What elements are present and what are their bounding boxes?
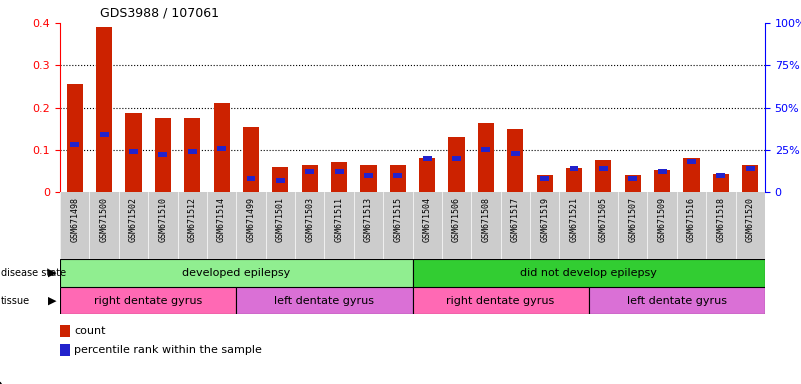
Bar: [243, 127, 259, 192]
Bar: [96, 27, 112, 192]
Text: did not develop epilepsy: did not develop epilepsy: [521, 268, 657, 278]
Text: GSM671520: GSM671520: [746, 197, 755, 242]
Text: GSM671510: GSM671510: [159, 197, 167, 242]
Bar: [746, 166, 755, 171]
Bar: [658, 169, 666, 174]
Text: GSM671498: GSM671498: [70, 197, 79, 242]
Text: GSM671512: GSM671512: [187, 197, 197, 242]
Bar: [481, 147, 490, 152]
Bar: [247, 176, 256, 181]
Text: GSM671508: GSM671508: [481, 197, 490, 242]
Bar: [236, 287, 413, 314]
Bar: [305, 169, 314, 174]
Bar: [302, 165, 318, 192]
Text: GSM671511: GSM671511: [335, 197, 344, 242]
Bar: [390, 165, 406, 192]
Bar: [625, 175, 641, 192]
Text: GSM671507: GSM671507: [628, 197, 638, 242]
Bar: [540, 176, 549, 181]
Bar: [331, 162, 347, 192]
Bar: [654, 170, 670, 192]
Text: GSM671509: GSM671509: [658, 197, 666, 242]
Text: right dentate gyrus: right dentate gyrus: [446, 296, 555, 306]
Bar: [589, 287, 765, 314]
Bar: [537, 175, 553, 192]
Bar: [595, 161, 611, 192]
Bar: [716, 172, 726, 178]
Text: GSM671513: GSM671513: [364, 197, 373, 242]
Bar: [99, 132, 109, 137]
Bar: [364, 172, 373, 178]
Text: GSM671505: GSM671505: [599, 197, 608, 242]
Bar: [217, 146, 226, 151]
Text: GSM671521: GSM671521: [570, 197, 578, 242]
Text: GSM671519: GSM671519: [540, 197, 549, 242]
Bar: [743, 165, 759, 192]
Text: GDS3988 / 107061: GDS3988 / 107061: [100, 6, 219, 19]
Text: disease state: disease state: [1, 268, 66, 278]
Bar: [393, 172, 402, 178]
Bar: [70, 142, 79, 147]
Bar: [272, 167, 288, 192]
Text: ▶: ▶: [48, 296, 57, 306]
Bar: [452, 156, 461, 161]
Bar: [478, 123, 494, 192]
Bar: [413, 259, 765, 287]
Bar: [413, 287, 589, 314]
Text: GSM671500: GSM671500: [99, 197, 109, 242]
Text: GSM671506: GSM671506: [452, 197, 461, 242]
Text: GSM671517: GSM671517: [511, 197, 520, 242]
Bar: [683, 158, 699, 192]
Bar: [360, 165, 376, 192]
Text: ▶: ▶: [48, 268, 57, 278]
Bar: [66, 84, 83, 192]
Bar: [214, 103, 230, 192]
Text: left dentate gyrus: left dentate gyrus: [627, 296, 727, 306]
Bar: [129, 149, 138, 154]
Bar: [60, 344, 70, 356]
Text: GSM671504: GSM671504: [423, 197, 432, 242]
Bar: [713, 174, 729, 192]
Bar: [126, 113, 142, 192]
Bar: [628, 176, 638, 181]
Bar: [60, 259, 413, 287]
Bar: [187, 149, 197, 154]
Text: GSM671516: GSM671516: [687, 197, 696, 242]
Bar: [60, 287, 236, 314]
Text: tissue: tissue: [1, 296, 30, 306]
Bar: [423, 156, 432, 161]
Bar: [449, 137, 465, 192]
Text: GSM671501: GSM671501: [276, 197, 285, 242]
Bar: [507, 129, 523, 192]
Bar: [276, 178, 285, 183]
Bar: [60, 325, 70, 338]
Text: developed epilepsy: developed epilepsy: [182, 268, 291, 278]
Text: percentile rank within the sample: percentile rank within the sample: [74, 345, 262, 355]
Bar: [687, 159, 696, 164]
Text: right dentate gyrus: right dentate gyrus: [94, 296, 203, 306]
Bar: [599, 166, 608, 171]
Text: count: count: [74, 326, 106, 336]
Text: GSM671499: GSM671499: [247, 197, 256, 242]
Bar: [511, 151, 520, 156]
Text: GSM671503: GSM671503: [305, 197, 314, 242]
Bar: [419, 158, 435, 192]
Text: GSM671518: GSM671518: [716, 197, 726, 242]
Text: GSM671502: GSM671502: [129, 197, 138, 242]
Text: GSM671515: GSM671515: [393, 197, 402, 242]
Bar: [570, 166, 578, 171]
Bar: [184, 118, 200, 192]
Bar: [566, 167, 582, 192]
Bar: [155, 118, 171, 192]
Text: GSM671514: GSM671514: [217, 197, 226, 242]
Bar: [335, 169, 344, 174]
Bar: [159, 152, 167, 157]
Text: left dentate gyrus: left dentate gyrus: [275, 296, 374, 306]
